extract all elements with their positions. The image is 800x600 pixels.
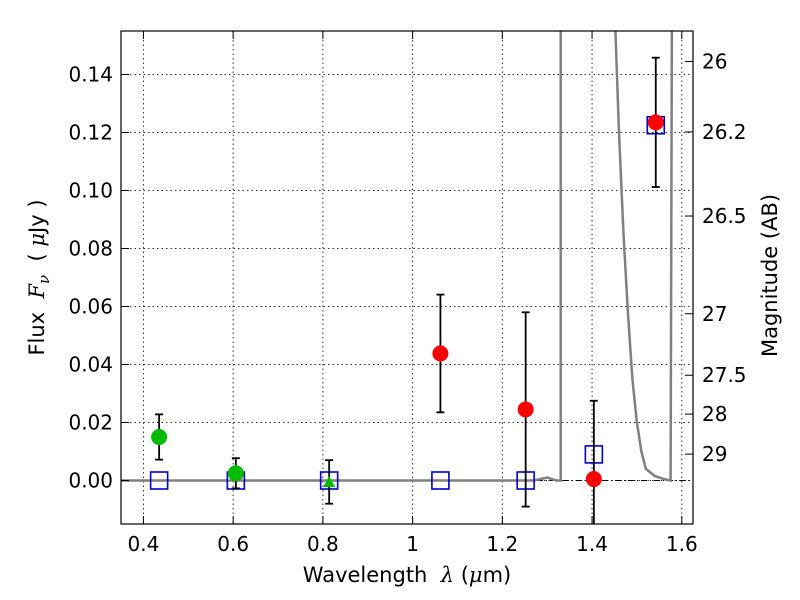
y2-tick-label: 28: [702, 402, 727, 426]
x-tick-label: 1.2: [486, 532, 518, 556]
data-point-circle: [585, 471, 602, 488]
plot-frame: [120, 30, 694, 525]
data-point-triangle: [323, 475, 336, 487]
x-axis-label: Wavelength λ (μm): [303, 563, 511, 587]
x-tick-label: 0.6: [217, 532, 249, 556]
x-tick-label: 1.6: [666, 532, 698, 556]
y-tick-label: 0.10: [68, 179, 113, 203]
y2-tick-label: 26: [702, 49, 727, 73]
y2-tick-label: 26.5: [702, 204, 747, 228]
y2-tick-label: 29: [702, 442, 727, 466]
x-tick-label: 1: [406, 532, 419, 556]
y-tick-label: 0.12: [68, 121, 113, 145]
x-tick-label: 1.4: [576, 532, 608, 556]
y-tick-label: 0.04: [68, 353, 113, 377]
data-point-circle: [517, 401, 534, 418]
data-point-circle: [151, 429, 168, 445]
y-tick-label: 0.02: [68, 411, 113, 435]
y-tick-label: 0.06: [68, 295, 113, 319]
secondary-y-axis-label: Magnitude (AB): [758, 194, 782, 357]
y2-tick-label: 27: [702, 302, 727, 326]
data-point-circle: [432, 345, 449, 362]
y-tick-label: 0.14: [68, 63, 113, 87]
y-axis-label: Flux Fν ( μJy ): [25, 199, 53, 355]
data-point-circle: [647, 114, 664, 131]
y-tick-label: 0.00: [68, 469, 113, 493]
model-spectrum-curve: [121, 31, 674, 483]
data-point-square: [149, 471, 169, 490]
data-point-square: [431, 471, 450, 490]
x-tick-label: 0.4: [128, 532, 160, 556]
y2-tick-label: 27.5: [702, 363, 747, 387]
y-tick-label: 0.08: [68, 237, 113, 261]
axis-ticks: 0.4 0.6 0.8 1 1.2 1.4 1.6 0.00 0.02 0.04 0.06 0.08 0…: [68, 31, 747, 556]
data-points: [149, 56, 666, 524]
grid: [121, 31, 693, 524]
data-point-circle: [227, 465, 244, 482]
y2-tick-label: 26.2: [702, 120, 747, 144]
x-tick-label: 0.8: [307, 532, 339, 556]
